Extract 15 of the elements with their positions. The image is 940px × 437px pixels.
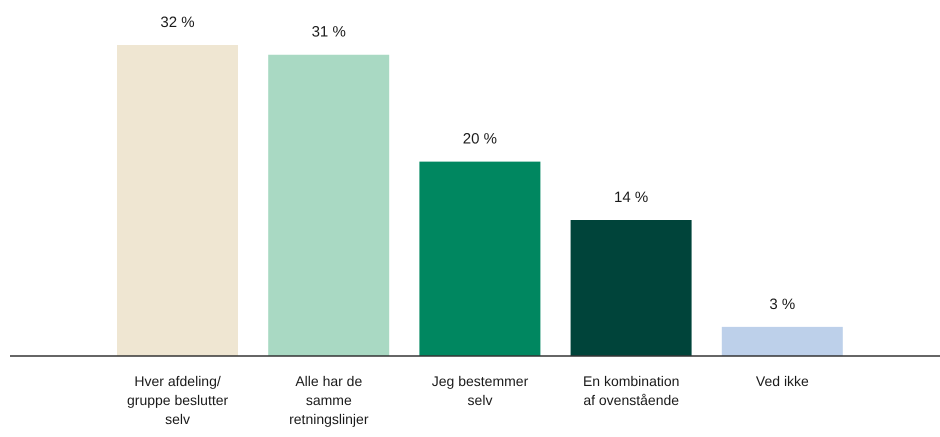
data-label: 14 % xyxy=(614,188,648,206)
bar xyxy=(722,326,843,356)
data-label: 3 % xyxy=(769,296,796,313)
bar xyxy=(117,45,238,356)
x-tick-label: Hver afdeling/ gruppe beslutter selv xyxy=(127,373,229,427)
x-tick-label: Alle har de samme retningslinjer xyxy=(289,373,369,427)
bar xyxy=(570,220,692,356)
x-tick-label: Ved ikke xyxy=(756,373,810,389)
data-label: 20 % xyxy=(462,130,497,148)
data-label: 32 % xyxy=(160,14,195,31)
x-tick-label: Jeg bestemmer selv xyxy=(432,373,529,408)
x-tick-label: En kombination af ovenstående xyxy=(582,373,680,408)
data-label: 31 % xyxy=(312,24,346,41)
bar xyxy=(268,54,390,356)
bar xyxy=(419,162,540,356)
